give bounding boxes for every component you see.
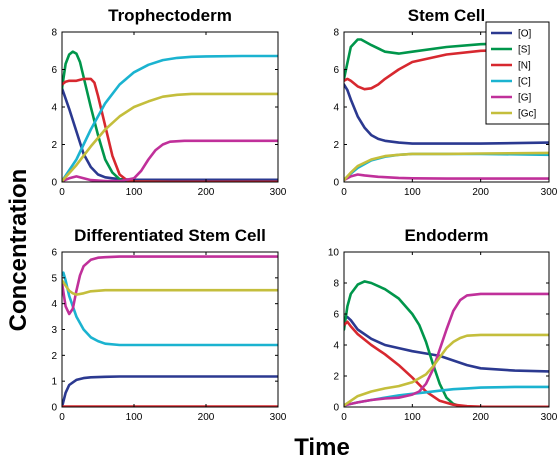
series-line-g <box>344 173 549 182</box>
series-line-g <box>344 292 549 407</box>
x-tick-label: 300 <box>270 412 287 423</box>
y-tick-label: 10 <box>328 248 340 259</box>
legend: [O] [S] [N] [C] [G] [Gc] <box>485 21 550 125</box>
legend-entry: [C] <box>518 77 531 88</box>
subplot-4: 0 100 200 300 0 2 4 6 8 10 Endoderm <box>328 226 558 423</box>
series-line-o <box>344 83 549 145</box>
subplot-3: 0 100 200 300 0 1 2 3 4 5 6 Differentiated Stem Cel… <box>51 226 286 423</box>
x-tick-label: 100 <box>126 412 143 423</box>
y-tick-label: 0 <box>333 178 339 189</box>
subplot-title: Trophectoderm <box>108 6 232 25</box>
series-line-n <box>344 320 549 407</box>
legend-entry: [S] <box>518 45 530 56</box>
x-tick-label: 100 <box>404 412 421 423</box>
subplot-title: Endoderm <box>404 226 488 245</box>
y-tick-label: 5 <box>51 273 57 284</box>
y-axis-label: Concentration <box>5 169 32 332</box>
y-tick-label: 0 <box>51 178 57 189</box>
x-tick-label: 200 <box>198 187 215 198</box>
y-tick-label: 1 <box>51 377 57 388</box>
series-line-o <box>344 315 549 373</box>
legend-entry: [O] <box>518 29 532 40</box>
y-tick-label: 6 <box>333 65 339 76</box>
series-line-s <box>344 38 549 81</box>
legend-entry: [N] <box>518 61 531 72</box>
x-tick-label: 200 <box>198 412 215 423</box>
series-line-c <box>62 271 278 347</box>
y-tick-label: 4 <box>333 341 339 352</box>
x-tick-label: 100 <box>126 187 143 198</box>
x-tick-label: 100 <box>404 187 421 198</box>
legend-box <box>485 21 550 125</box>
series-line-g <box>62 139 278 182</box>
x-tick-label: 200 <box>472 412 489 423</box>
series-line-gc <box>62 279 278 296</box>
subplot-1: 0 100 200 300 0 2 4 6 8 Trophectoderm <box>51 6 286 198</box>
y-tick-label: 2 <box>51 140 57 151</box>
series-line-gc <box>344 333 549 407</box>
y-tick-label: 6 <box>333 310 339 321</box>
subplot-2: 0 100 200 300 0 2 4 6 8 Stem Cell <box>333 6 557 198</box>
x-tick-label: 200 <box>472 187 489 198</box>
x-tick-label: 0 <box>59 187 65 198</box>
plot-frame <box>61 251 279 408</box>
x-axis-label: Time <box>294 434 350 461</box>
y-tick-label: 2 <box>333 372 339 383</box>
y-tick-label: 4 <box>333 103 339 114</box>
series-line-o <box>62 375 278 407</box>
y-tick-label: 6 <box>51 248 57 259</box>
x-tick-label: 0 <box>59 412 65 423</box>
plot-frame <box>343 251 550 408</box>
legend-entry: [G] <box>518 93 532 104</box>
x-tick-label: 0 <box>341 187 347 198</box>
y-tick-label: 0 <box>333 403 339 414</box>
y-tick-label: 2 <box>333 140 339 151</box>
y-tick-label: 4 <box>51 103 57 114</box>
series-line-g <box>62 255 278 316</box>
series-line-gc <box>62 92 278 182</box>
series-line-s <box>62 50 278 182</box>
x-tick-label: 300 <box>541 412 558 423</box>
series-line-c <box>62 54 278 182</box>
y-tick-label: 4 <box>51 299 57 310</box>
x-tick-label: 300 <box>270 187 287 198</box>
series-line-n <box>344 47 549 91</box>
series-line-o <box>62 87 278 182</box>
x-tick-label: 300 <box>541 187 558 198</box>
y-tick-label: 2 <box>51 351 57 362</box>
y-tick-label: 0 <box>51 403 57 414</box>
series-line-gc <box>344 151 549 182</box>
legend-entry: [Gc] <box>518 109 537 120</box>
plot-frame <box>61 31 279 183</box>
y-tick-label: 8 <box>333 28 339 39</box>
y-tick-label: 6 <box>51 65 57 76</box>
x-tick-label: 0 <box>341 412 347 423</box>
subplot-title: Stem Cell <box>408 6 485 25</box>
y-tick-label: 8 <box>51 28 57 39</box>
y-tick-label: 3 <box>51 325 57 336</box>
y-tick-label: 8 <box>333 279 339 290</box>
subplot-title: Differentiated Stem Cell <box>74 226 266 245</box>
